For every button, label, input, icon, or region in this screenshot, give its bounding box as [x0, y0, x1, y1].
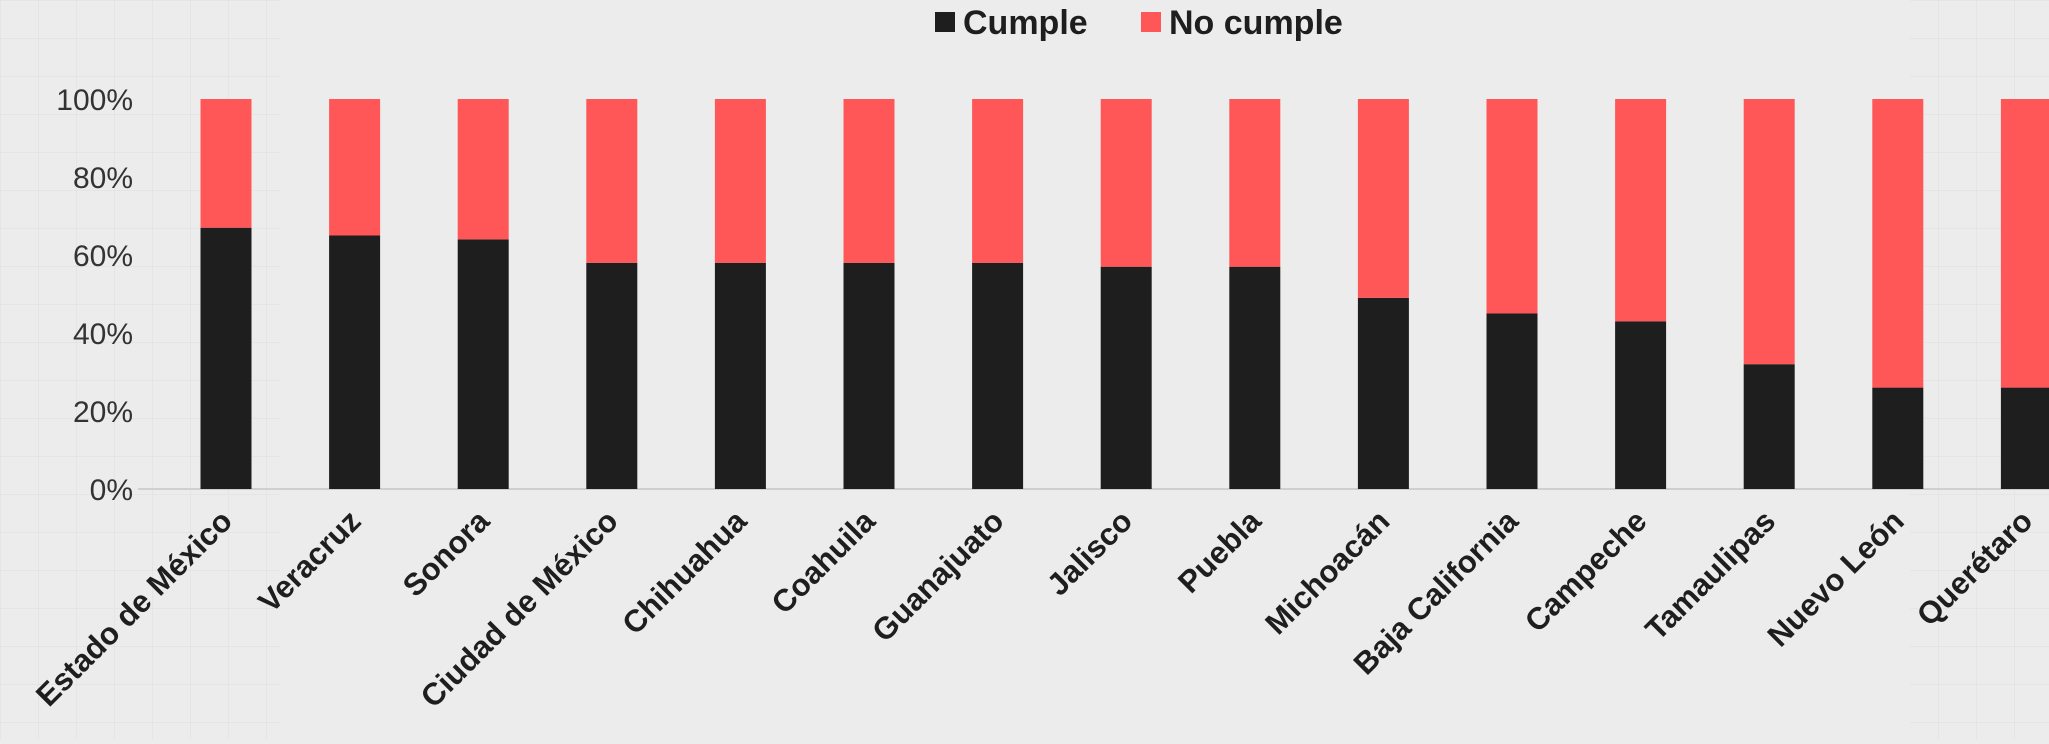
- bar-cumple-3: [458, 239, 509, 489]
- bar-no-cumple-1: [201, 99, 252, 228]
- bar-no-cumple-3: [458, 99, 509, 239]
- bar-no-cumple-2: [329, 99, 380, 236]
- bar-cumple-11: [1487, 314, 1538, 490]
- y-tick-label: 60%: [73, 240, 133, 273]
- bar-cumple-7: [972, 263, 1023, 489]
- bar-no-cumple-14: [1872, 99, 1923, 388]
- bar-no-cumple-8: [1101, 99, 1152, 267]
- bar-cumple-14: [1872, 388, 1923, 489]
- bar-no-cumple-7: [972, 99, 1023, 263]
- y-tick-label: 80%: [73, 162, 133, 195]
- bar-cumple-6: [844, 263, 895, 489]
- bar-no-cumple-5: [715, 99, 766, 263]
- bar-no-cumple-9: [1229, 99, 1280, 267]
- bar-cumple-12: [1615, 321, 1666, 489]
- bar-no-cumple-13: [1744, 99, 1795, 364]
- y-tick-label: 20%: [73, 396, 133, 429]
- y-tick-label: 0%: [90, 474, 133, 507]
- bar-cumple-9: [1229, 267, 1280, 489]
- y-tick-label: 40%: [73, 318, 133, 351]
- bar-no-cumple-6: [844, 99, 895, 263]
- bar-no-cumple-10: [1358, 99, 1409, 298]
- bar-cumple-10: [1358, 298, 1409, 489]
- bar-cumple-1: [201, 228, 252, 489]
- legend-swatch-2: [1141, 12, 1161, 32]
- legend-swatch-1: [935, 12, 955, 32]
- legend-label-1: Cumple: [963, 4, 1088, 42]
- bar-cumple-15: [2001, 388, 2049, 489]
- bar-no-cumple-4: [586, 99, 637, 263]
- bars: [201, 99, 2049, 489]
- y-tick-label: 100%: [56, 84, 133, 117]
- bar-cumple-5: [715, 263, 766, 489]
- bar-cumple-13: [1744, 364, 1795, 489]
- legend-label-2: No cumple: [1169, 4, 1343, 42]
- bar-cumple-4: [586, 263, 637, 489]
- bar-no-cumple-15: [2001, 99, 2049, 388]
- bar-no-cumple-11: [1487, 99, 1538, 314]
- bar-no-cumple-12: [1615, 99, 1666, 321]
- bar-cumple-8: [1101, 267, 1152, 489]
- bar-cumple-2: [329, 236, 380, 490]
